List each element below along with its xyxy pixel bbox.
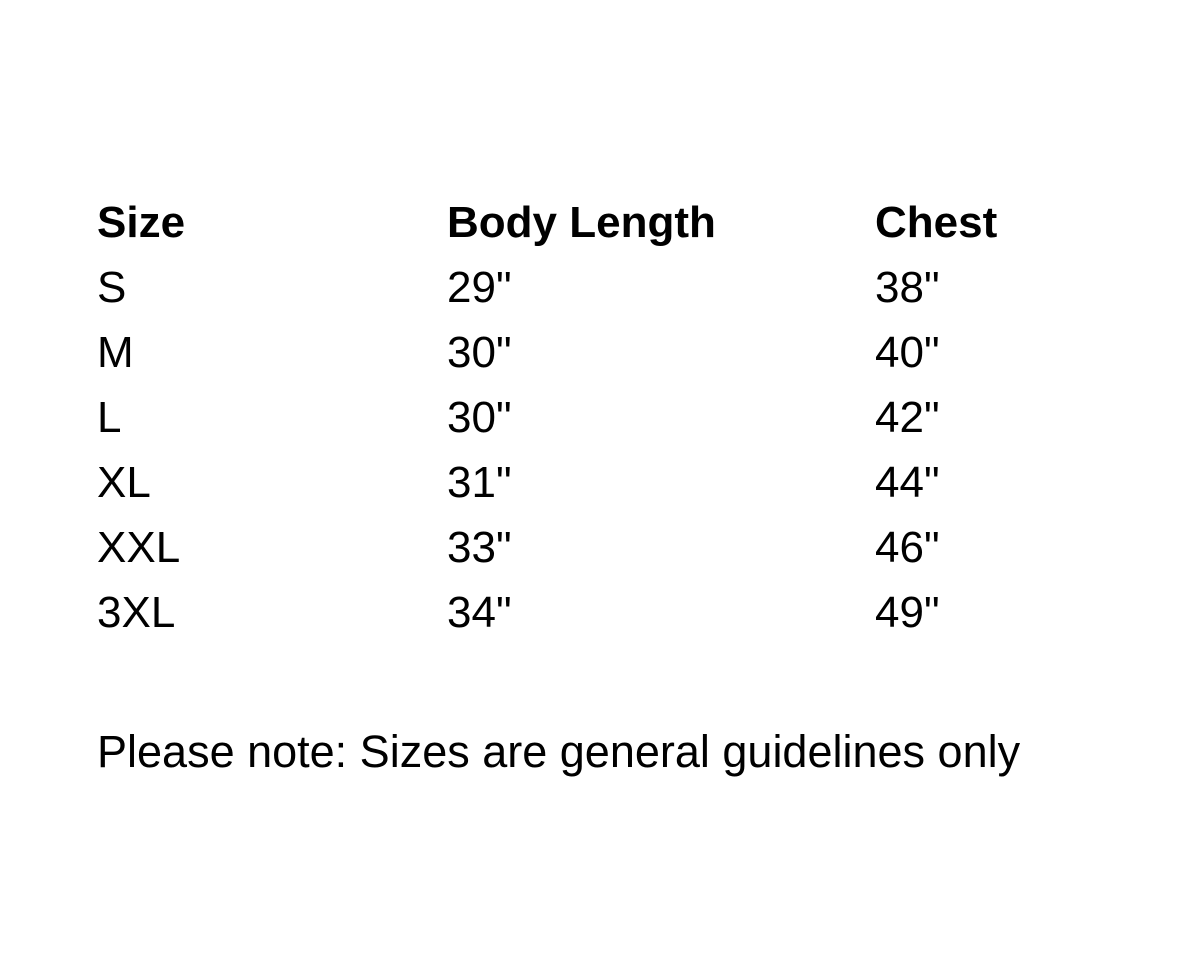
size-cell: M xyxy=(97,328,134,377)
body-length-cell: 34" xyxy=(447,588,512,637)
size-cell: XXL xyxy=(97,523,181,572)
size-cell: L xyxy=(97,393,122,442)
body-length-cell: 30" xyxy=(447,393,512,442)
column-header-body-length: Body Length xyxy=(447,198,716,247)
size-cell: XL xyxy=(97,458,151,507)
table-row: S 29" 38" xyxy=(97,255,1095,320)
chest-cell: 49" xyxy=(875,588,940,637)
sizing-disclaimer-note: Please note: Sizes are general guideline… xyxy=(97,726,1021,777)
table-row: M 30" 40" xyxy=(97,320,1095,385)
table-row: XL 31" 44" xyxy=(97,450,1095,515)
size-chart: Size Body Length Chest S 29" 38" M 30" 4… xyxy=(97,190,1095,645)
table-header-row: Size Body Length Chest xyxy=(97,190,1095,255)
chest-cell: 40" xyxy=(875,328,940,377)
body-length-cell: 33" xyxy=(447,523,512,572)
chest-cell: 38" xyxy=(875,263,940,312)
size-cell: S xyxy=(97,263,127,312)
column-header-chest: Chest xyxy=(875,198,998,247)
table-row: XXL 33" 46" xyxy=(97,515,1095,580)
size-cell: 3XL xyxy=(97,588,176,637)
body-length-cell: 31" xyxy=(447,458,512,507)
chest-cell: 44" xyxy=(875,458,940,507)
table-row: 3XL 34" 49" xyxy=(97,580,1095,645)
table-row: L 30" 42" xyxy=(97,385,1095,450)
body-length-cell: 30" xyxy=(447,328,512,377)
size-table: Size Body Length Chest S 29" 38" M 30" 4… xyxy=(97,190,1095,645)
body-length-cell: 29" xyxy=(447,263,512,312)
chest-cell: 42" xyxy=(875,393,940,442)
chest-cell: 46" xyxy=(875,523,940,572)
column-header-size: Size xyxy=(97,198,186,247)
